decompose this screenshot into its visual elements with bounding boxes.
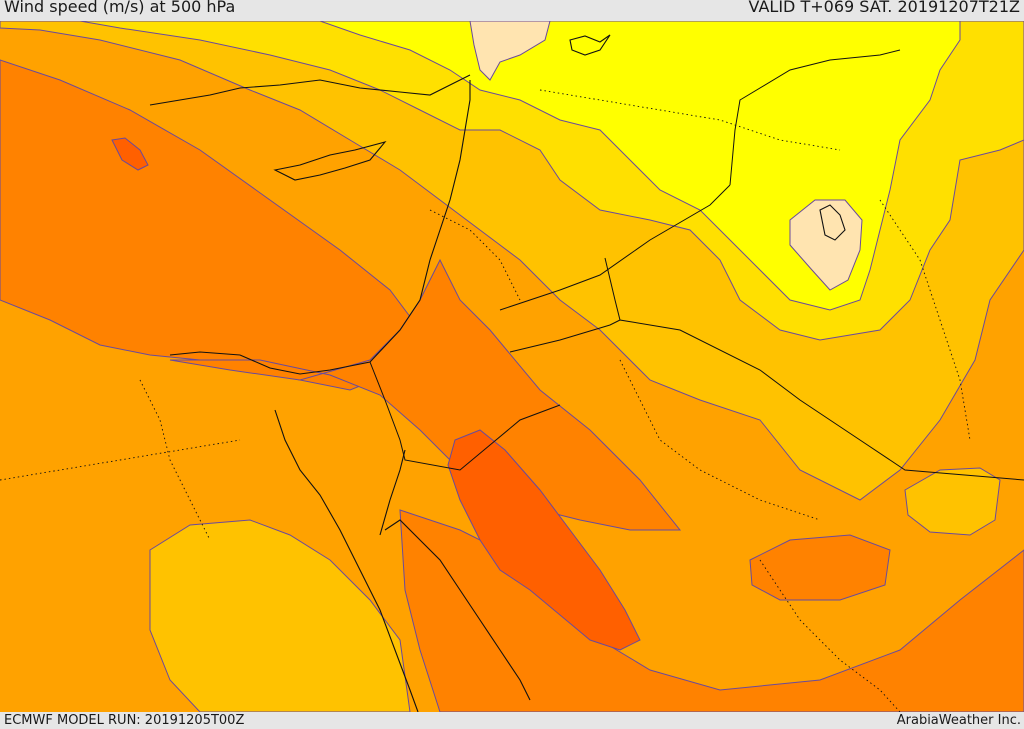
shade-core-red (447, 429, 641, 651)
footer-bar: ECMWF MODEL RUN: 20191205T00Z ArabiaWeat… (0, 712, 1024, 729)
shade-band-light-east (904, 467, 1001, 536)
valid-time: VALID T+069 SAT. 20191207T21Z (748, 0, 1020, 16)
dotted-border-4 (0, 439, 241, 481)
shade-band-deep-east (749, 534, 891, 601)
border-saudi-kuwait (604, 257, 1024, 481)
coastline-lake-van (569, 34, 611, 56)
shade-core-pale-north (469, 21, 551, 81)
coastline-gulf-of-aqaba (379, 449, 406, 536)
map-title: Wind speed (m/s) at 500 hPa (4, 0, 236, 16)
dotted-border-6 (539, 89, 841, 151)
map-canvas (0, 21, 1024, 712)
border-saudi-iraq (499, 184, 731, 311)
dotted-border-3 (139, 379, 211, 541)
dotted-border-7 (879, 199, 971, 441)
coastline-turkey (149, 74, 471, 106)
border-egypt-sudan (369, 361, 561, 471)
shade-band-light-south (149, 519, 411, 712)
credit: ArabiaWeather Inc. (896, 713, 1021, 728)
border-saudi-jordan (509, 319, 621, 353)
model-run: ECMWF MODEL RUN: 20191205T00Z (4, 713, 245, 728)
coastline-mediterranean (169, 80, 471, 375)
wind-speed-map[interactable] (0, 21, 1024, 712)
coastline-red-sea-west (274, 409, 419, 712)
border-iran-iraq (729, 49, 901, 186)
dotted-border-2 (619, 359, 821, 521)
coastline-red-sea-east (384, 519, 531, 701)
coastline-caspian-hint (819, 204, 846, 241)
shade-blob-west (111, 137, 149, 171)
shade-core-pale-east (789, 199, 863, 291)
coastline-cyprus (273, 141, 387, 181)
header-bar: Wind speed (m/s) at 500 hPa VALID T+069 … (0, 0, 1024, 21)
